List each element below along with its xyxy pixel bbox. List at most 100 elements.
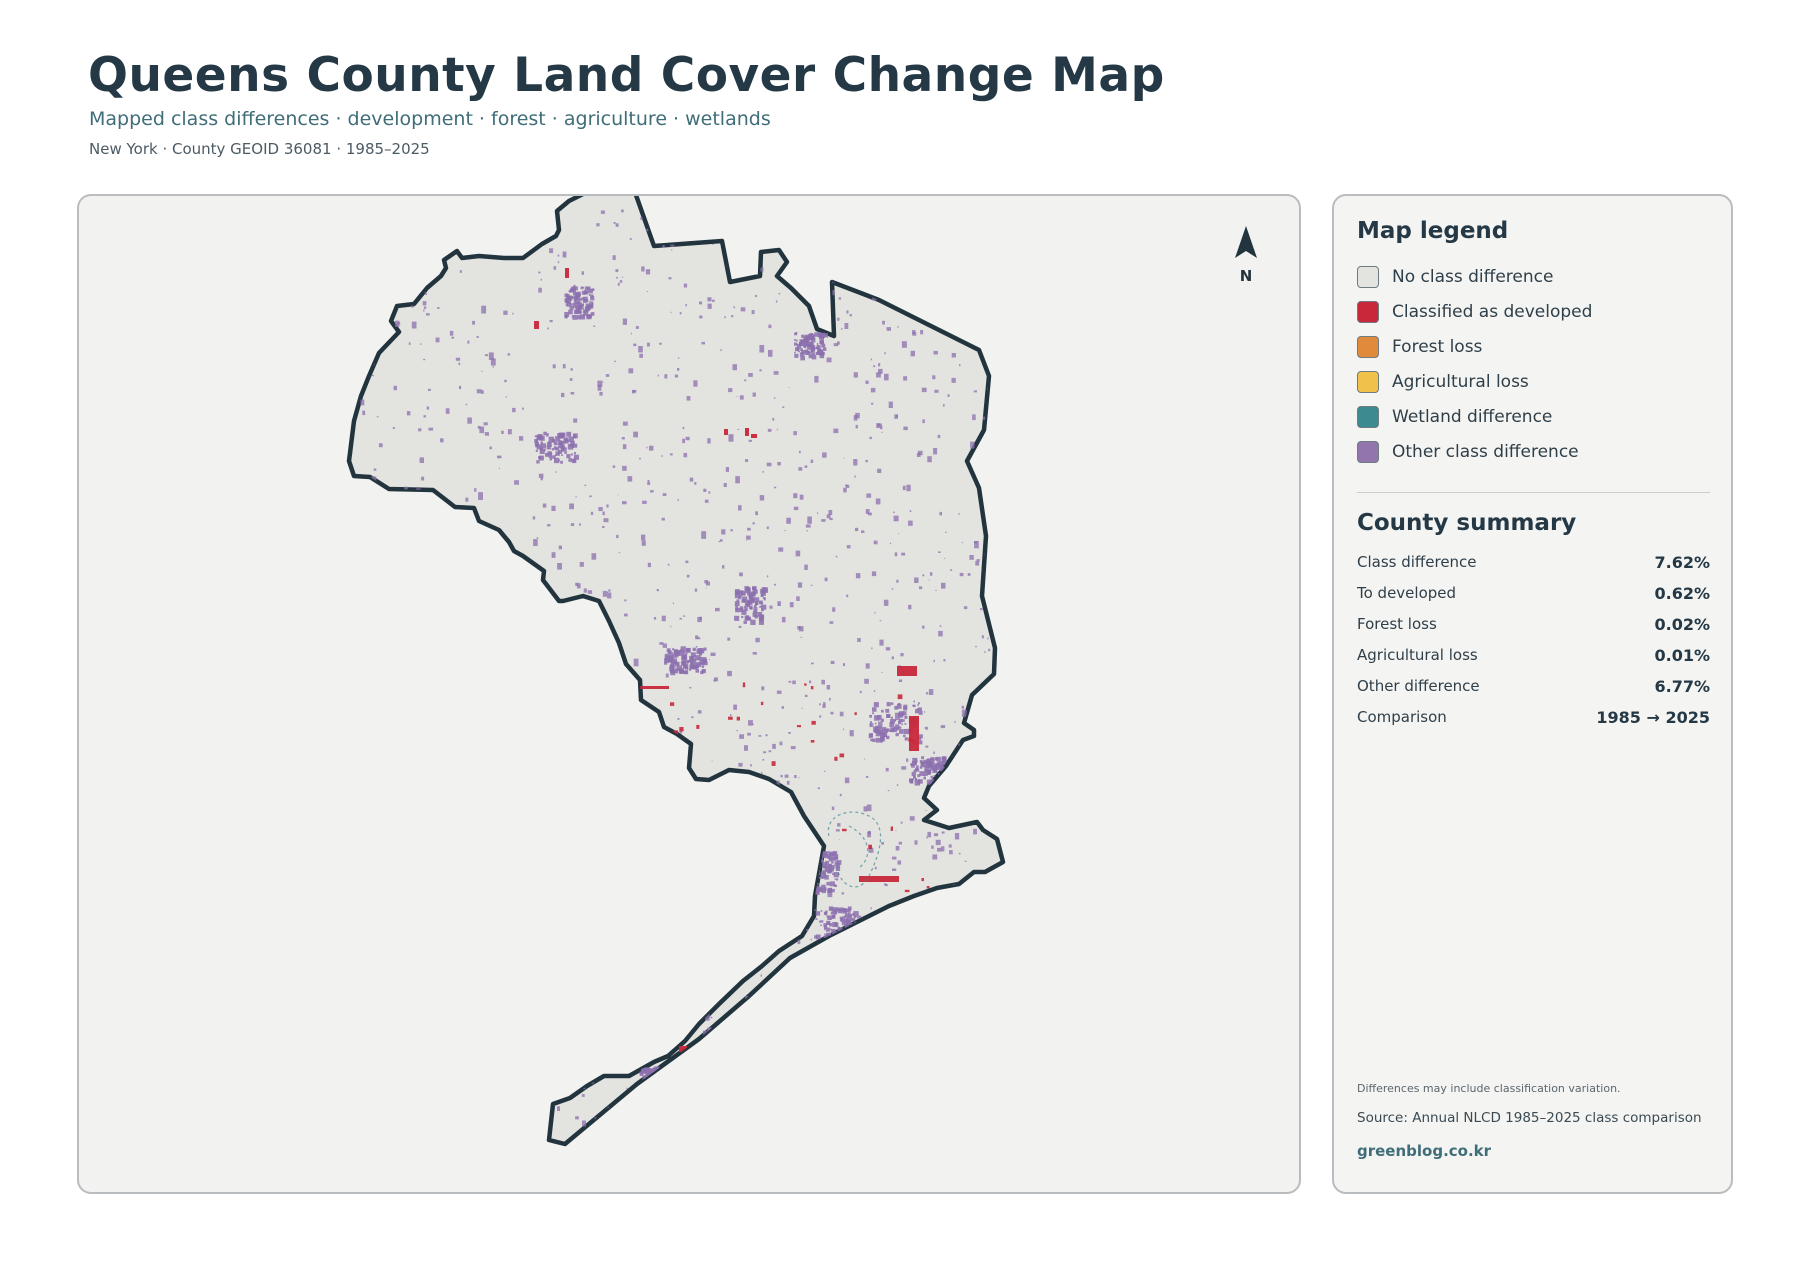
change-pixel [699,301,703,305]
change-pixel [370,329,373,332]
change-pixel [872,738,876,742]
change-pixel [578,301,582,305]
change-pixel [584,625,587,629]
change-pixel [799,450,801,454]
change-pixel [433,837,435,839]
change-pixel [869,724,872,726]
change-pixel [941,925,944,927]
change-pixel [962,1028,967,1034]
change-pixel [441,585,446,592]
change-pixel [390,289,394,294]
change-pixel [925,317,928,321]
change-pixel [885,647,891,651]
change-pixel [662,1072,665,1075]
change-pixel [752,612,757,617]
change-pixel [467,340,470,344]
change-pixel [878,726,882,730]
change-pixel [660,230,664,234]
change-pixel [910,350,915,357]
change-pixel [555,447,558,451]
change-pixel [967,245,972,248]
change-pixel [803,894,808,900]
change-pixel [741,609,747,615]
county-map[interactable]: N [79,196,1301,1194]
change-pixel [823,333,828,338]
change-pixel [912,330,916,334]
change-pixel [958,295,961,298]
change-pixel [649,1085,652,1089]
change-pixel [392,427,396,429]
change-pixel [947,290,949,291]
change-pixel [561,928,567,936]
change-pixel [798,467,803,471]
change-pixel [994,913,999,917]
change-pixel [382,756,387,761]
change-pixel [796,725,801,728]
summary-label: Agricultural loss [1357,646,1478,664]
change-pixel [639,1071,643,1074]
map-panel[interactable]: N [77,194,1301,1194]
change-pixel [946,816,951,821]
brand-link[interactable]: greenblog.co.kr [1357,1142,1492,1160]
change-pixel [933,833,939,837]
change-pixel [350,878,352,881]
change-pixel [995,597,999,603]
change-pixel [801,334,805,338]
change-pixel [565,268,569,278]
change-pixel [614,360,616,363]
change-pixel [701,973,704,977]
change-pixel [803,345,806,348]
change-pixel [893,511,895,513]
change-pixel [806,530,808,532]
change-pixel [423,309,425,312]
change-pixel [365,232,369,237]
change-pixel [864,1127,866,1129]
change-pixel [437,307,440,309]
change-pixel [364,297,368,302]
change-pixel [677,964,682,970]
change-pixel [546,434,549,437]
change-pixel [741,615,744,619]
change-pixel [927,244,930,246]
change-pixel [818,267,821,270]
change-pixel [552,455,556,459]
change-pixel [682,654,688,660]
change-pixel [846,929,850,932]
legend-swatch [1357,266,1379,288]
change-pixel [606,786,610,790]
change-pixel [811,720,816,725]
change-pixel [880,718,884,722]
change-pixel [547,327,549,330]
change-pixel [755,837,759,840]
change-pixel [752,802,755,805]
change-pixel [527,838,531,840]
change-pixel [408,1000,413,1004]
change-pixel [822,704,826,708]
change-pixel [825,853,830,859]
change-pixel [647,1083,652,1088]
change-pixel [943,290,948,295]
change-pixel [543,431,547,436]
change-pixel [677,499,679,501]
change-pixel [423,415,426,418]
change-pixel [461,223,465,228]
change-pixel [768,750,772,753]
change-pixel [951,215,956,220]
change-pixel [779,899,784,905]
change-pixel [856,915,862,919]
change-pixel [972,1054,977,1059]
change-pixel [914,581,916,583]
change-pixel [870,1077,873,1079]
change-pixel [534,589,540,595]
change-pixel [736,716,740,721]
change-pixel [896,784,899,786]
change-pixel [621,1108,627,1114]
change-pixel [463,999,467,1002]
change-pixel [792,680,796,685]
change-pixel [590,312,595,316]
change-pixel [622,501,627,505]
change-pixel [459,856,464,861]
change-pixel [603,936,606,939]
change-pixel [573,418,578,423]
change-pixel [945,780,949,785]
